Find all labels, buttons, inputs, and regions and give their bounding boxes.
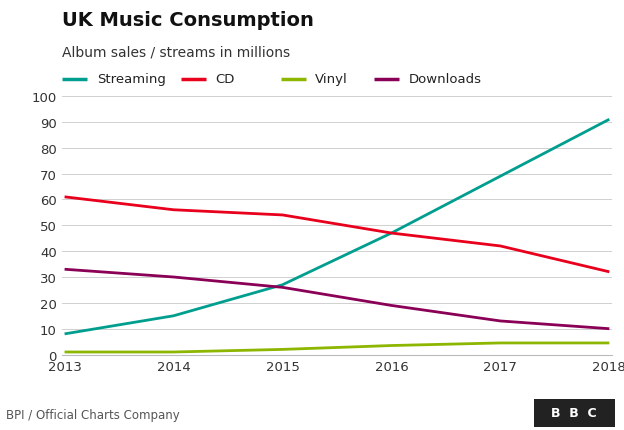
Text: B  B  C: B B C (551, 406, 597, 419)
Text: Vinyl: Vinyl (315, 73, 348, 86)
Text: Album sales / streams in millions: Album sales / streams in millions (62, 45, 291, 59)
Text: Downloads: Downloads (409, 73, 482, 86)
Text: Streaming: Streaming (97, 73, 165, 86)
Text: UK Music Consumption: UK Music Consumption (62, 11, 314, 30)
Text: CD: CD (215, 73, 235, 86)
Text: BPI / Official Charts Company: BPI / Official Charts Company (6, 408, 180, 421)
